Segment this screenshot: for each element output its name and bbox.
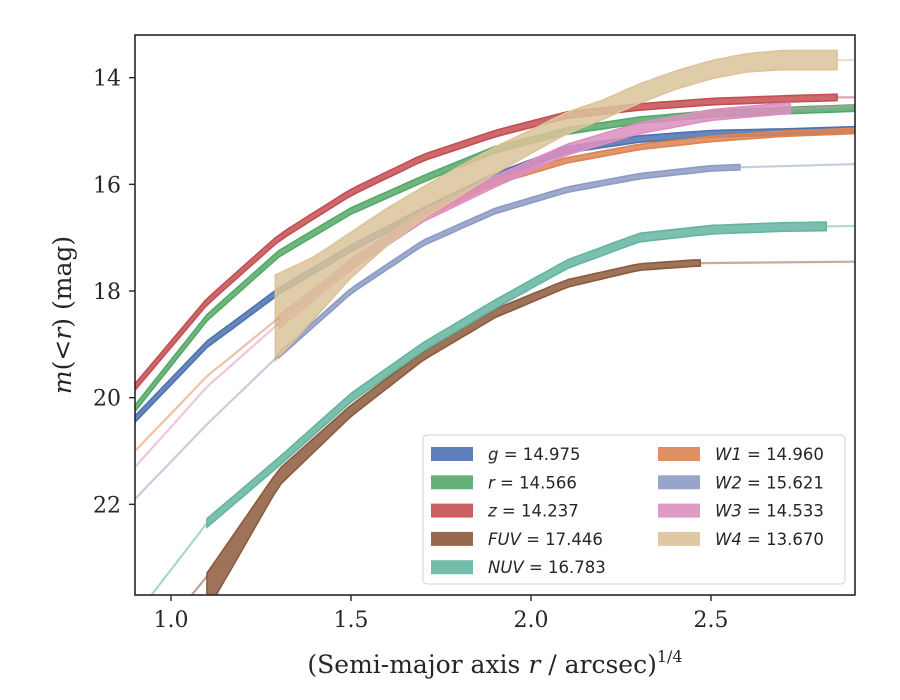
series-extrapolations xyxy=(135,58,855,595)
x-axis: 1.0 1.5 2.0 2.5 xyxy=(154,595,729,633)
x-tick-label: 1.5 xyxy=(334,608,369,633)
legend-label: r = 14.566 xyxy=(488,473,577,492)
legend-swatch xyxy=(431,447,473,461)
legend-w1: W1 = 14.960 xyxy=(658,445,824,464)
legend-label: W4 = 13.670 xyxy=(715,530,824,549)
legend-label: FUV = 17.446 xyxy=(488,530,603,549)
plot-frame xyxy=(134,34,856,596)
y-tick-label: 22 xyxy=(93,493,121,518)
series-w2-outer-faded xyxy=(739,163,855,169)
x-tick-label: 2.0 xyxy=(514,608,549,633)
y-tick-label: 16 xyxy=(93,173,121,198)
legend-label: W3 = 14.533 xyxy=(715,502,824,521)
legend-fuv: FUV = 17.446 xyxy=(431,530,603,549)
x-tick-label: 1.0 xyxy=(154,608,189,633)
legend-box xyxy=(422,434,846,585)
legend-swatch xyxy=(658,447,700,461)
legend-label: W1 = 14.960 xyxy=(715,445,824,464)
legend-z: z = 14.237 xyxy=(431,502,579,521)
legend-swatch xyxy=(431,503,473,518)
series-nuv-band xyxy=(206,221,827,530)
legend-label: NUV = 16.783 xyxy=(488,558,606,577)
y-tick-label: 18 xyxy=(93,280,121,305)
series-w4-band xyxy=(274,49,838,363)
legend-swatch xyxy=(658,475,700,490)
legend-swatch xyxy=(658,531,700,546)
series-fuv-band xyxy=(206,259,701,595)
x-axis-title: (Semi-major axis r / arcsec)1/4 xyxy=(307,647,682,679)
series-bands xyxy=(135,49,855,595)
legend-r: r = 14.566 xyxy=(431,473,577,492)
series-r-band xyxy=(135,104,855,413)
series-w1-inner-faded xyxy=(135,316,280,452)
legend-label: z = 14.237 xyxy=(487,502,579,521)
series-z-band xyxy=(135,93,838,392)
legend-swatch xyxy=(431,531,473,546)
x-tick-label: 2.5 xyxy=(694,608,729,633)
series-w2-band xyxy=(278,163,741,360)
y-tick-label: 20 xyxy=(93,387,121,412)
legend-w4: W4 = 13.670 xyxy=(658,530,824,549)
series-fuv-inner-extrapolation xyxy=(190,575,208,595)
y-axis: 14 16 18 20 22 xyxy=(93,67,135,518)
legend-nuv: NUV = 16.783 xyxy=(431,558,606,577)
legend-label: g = 14.975 xyxy=(488,445,581,464)
series-nuv-outer-faded xyxy=(826,224,855,228)
series-fuv-outer-faded xyxy=(700,260,855,265)
legend-swatch xyxy=(658,503,700,518)
series-w3-inner-faded xyxy=(135,322,280,468)
legend-swatch xyxy=(431,560,473,575)
legend: g = 14.975 r = 14.566 z = 14.237 FUV = 17.4… xyxy=(422,434,846,585)
series-nuv-inner-extrapolation xyxy=(150,522,208,595)
legend-w3: W3 = 14.533 xyxy=(658,502,824,521)
legend-swatch xyxy=(431,475,473,490)
legend-w2: W2 = 15.621 xyxy=(658,473,824,492)
series-w3-outer-faded xyxy=(790,104,855,110)
series-w2-inner-faded xyxy=(135,354,280,500)
legend-label: W2 = 15.621 xyxy=(715,473,824,492)
y-tick-label: 14 xyxy=(93,67,121,92)
y-axis-title: m(<r) (mag) xyxy=(48,236,77,394)
legend-g: g = 14.975 xyxy=(431,445,581,464)
